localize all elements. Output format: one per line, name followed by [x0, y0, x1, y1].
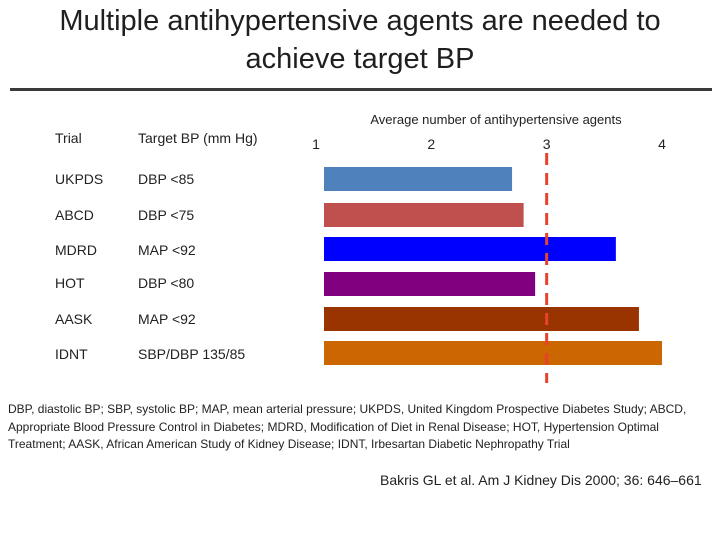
trial-name: IDNT	[55, 346, 88, 362]
agents-bar-chart: Average number of antihypertensive agent…	[312, 112, 666, 383]
x-tick-label: 1	[312, 136, 320, 152]
target-bp: DBP <80	[138, 275, 195, 291]
citation: Bakris GL et al. Am J Kidney Dis 2000; 3…	[380, 472, 702, 488]
trial-name: ABCD	[55, 207, 94, 223]
target-bp: MAP <92	[138, 311, 196, 327]
x-tick-label: 4	[658, 136, 666, 152]
target-bp: DBP <85	[138, 171, 195, 187]
target-bp: DBP <75	[138, 207, 195, 223]
chart-title: Average number of antihypertensive agent…	[370, 112, 622, 127]
bar-mdrd	[324, 237, 616, 261]
abbreviations-footnote: DBP, diastolic BP; SBP, systolic BP; MAP…	[8, 402, 687, 451]
bar-abcd	[324, 203, 524, 227]
trial-name: AASK	[55, 311, 93, 327]
trial-name: UKPDS	[55, 171, 104, 187]
x-tick-label: 3	[543, 136, 551, 152]
target-bp: MAP <92	[138, 242, 196, 258]
bar-ukpds	[324, 167, 513, 191]
bar-idnt	[324, 341, 662, 365]
trial-name: HOT	[55, 275, 85, 291]
trial-name: MDRD	[55, 242, 97, 258]
bar-hot	[324, 272, 536, 296]
x-tick-label: 2	[427, 136, 435, 152]
bar-aask	[324, 307, 639, 331]
slide-title: Multiple antihypertensive agents are nee…	[59, 5, 661, 75]
title-divider	[10, 88, 712, 91]
target-bp: SBP/DBP 135/85	[138, 346, 246, 362]
trial-column-header: Trial	[55, 130, 82, 146]
target-column-header: Target BP (mm Hg)	[138, 130, 258, 146]
